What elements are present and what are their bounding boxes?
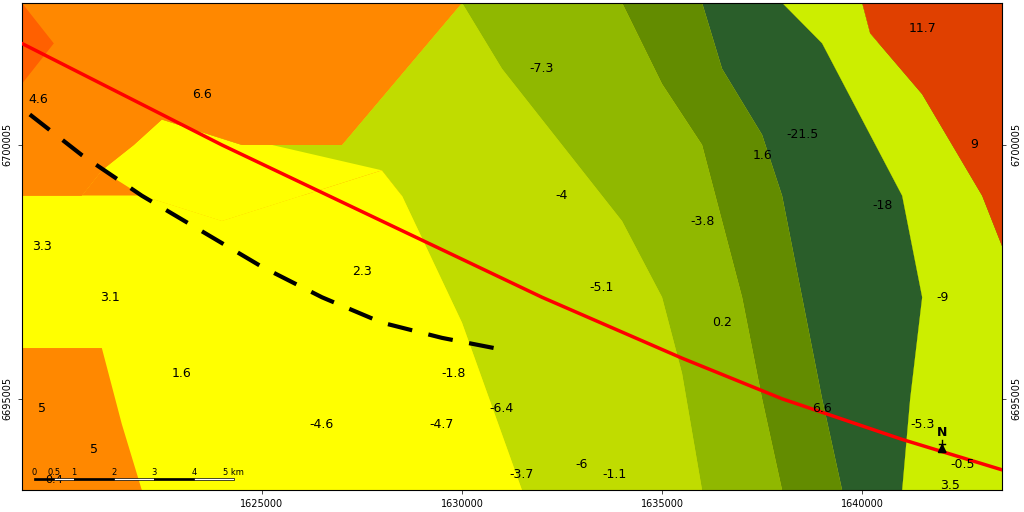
Text: -4: -4 [556, 189, 568, 202]
Text: 3.1: 3.1 [100, 291, 120, 304]
Polygon shape [134, 3, 702, 490]
Text: 1.6: 1.6 [172, 367, 191, 380]
Text: -7.3: -7.3 [529, 62, 554, 75]
Text: 5 km: 5 km [223, 468, 245, 477]
Text: 5: 5 [38, 402, 46, 415]
Text: -3.7: -3.7 [510, 468, 535, 481]
Text: -9: -9 [936, 291, 948, 304]
Text: -5.1: -5.1 [590, 281, 614, 293]
Text: -0.5: -0.5 [950, 458, 975, 472]
Text: 2: 2 [112, 468, 117, 477]
Bar [194, 478, 233, 480]
Text: 1.6: 1.6 [753, 148, 772, 162]
Text: 9: 9 [971, 138, 978, 152]
Text: 11.7: 11.7 [908, 22, 936, 35]
Polygon shape [782, 3, 1002, 490]
Text: 0.4: 0.4 [45, 475, 62, 485]
Text: -18: -18 [872, 199, 892, 212]
Polygon shape [22, 196, 522, 490]
Text: 0.2: 0.2 [712, 316, 732, 329]
Text: 4.6: 4.6 [28, 93, 48, 106]
Text: 6.6: 6.6 [193, 88, 212, 101]
Polygon shape [862, 3, 1002, 246]
Text: 2.3: 2.3 [352, 265, 372, 279]
Polygon shape [22, 348, 142, 490]
Text: -1.8: -1.8 [441, 367, 466, 380]
Polygon shape [702, 3, 923, 490]
Bar [114, 478, 154, 480]
Text: -1.1: -1.1 [602, 468, 626, 481]
Bar [54, 478, 74, 480]
Text: 0.5: 0.5 [47, 468, 60, 477]
Polygon shape [22, 3, 54, 84]
Text: 3: 3 [152, 468, 157, 477]
Polygon shape [782, 3, 1002, 490]
Text: 0: 0 [31, 468, 37, 477]
Bar [74, 478, 114, 480]
Polygon shape [22, 3, 462, 196]
Text: -6.4: -6.4 [489, 402, 514, 415]
Text: 5: 5 [90, 443, 98, 456]
Polygon shape [22, 3, 142, 490]
Text: 4: 4 [191, 468, 197, 477]
Polygon shape [622, 3, 842, 490]
Text: -4.7: -4.7 [430, 418, 455, 431]
Text: -5.3: -5.3 [910, 418, 934, 431]
Bar [34, 478, 54, 480]
Polygon shape [462, 3, 782, 490]
Polygon shape [22, 3, 522, 490]
Bar [154, 478, 194, 480]
Text: -21.5: -21.5 [786, 129, 818, 141]
Polygon shape [870, 3, 1002, 490]
Text: 3.5: 3.5 [940, 479, 961, 492]
Text: -3.8: -3.8 [690, 215, 715, 228]
Polygon shape [22, 170, 522, 490]
Text: -6: -6 [575, 458, 588, 472]
Text: 6.6: 6.6 [812, 402, 831, 415]
Text: -4.6: -4.6 [310, 418, 334, 431]
Text: 1: 1 [72, 468, 77, 477]
Text: N: N [937, 426, 947, 439]
Text: 3.3: 3.3 [32, 240, 51, 253]
